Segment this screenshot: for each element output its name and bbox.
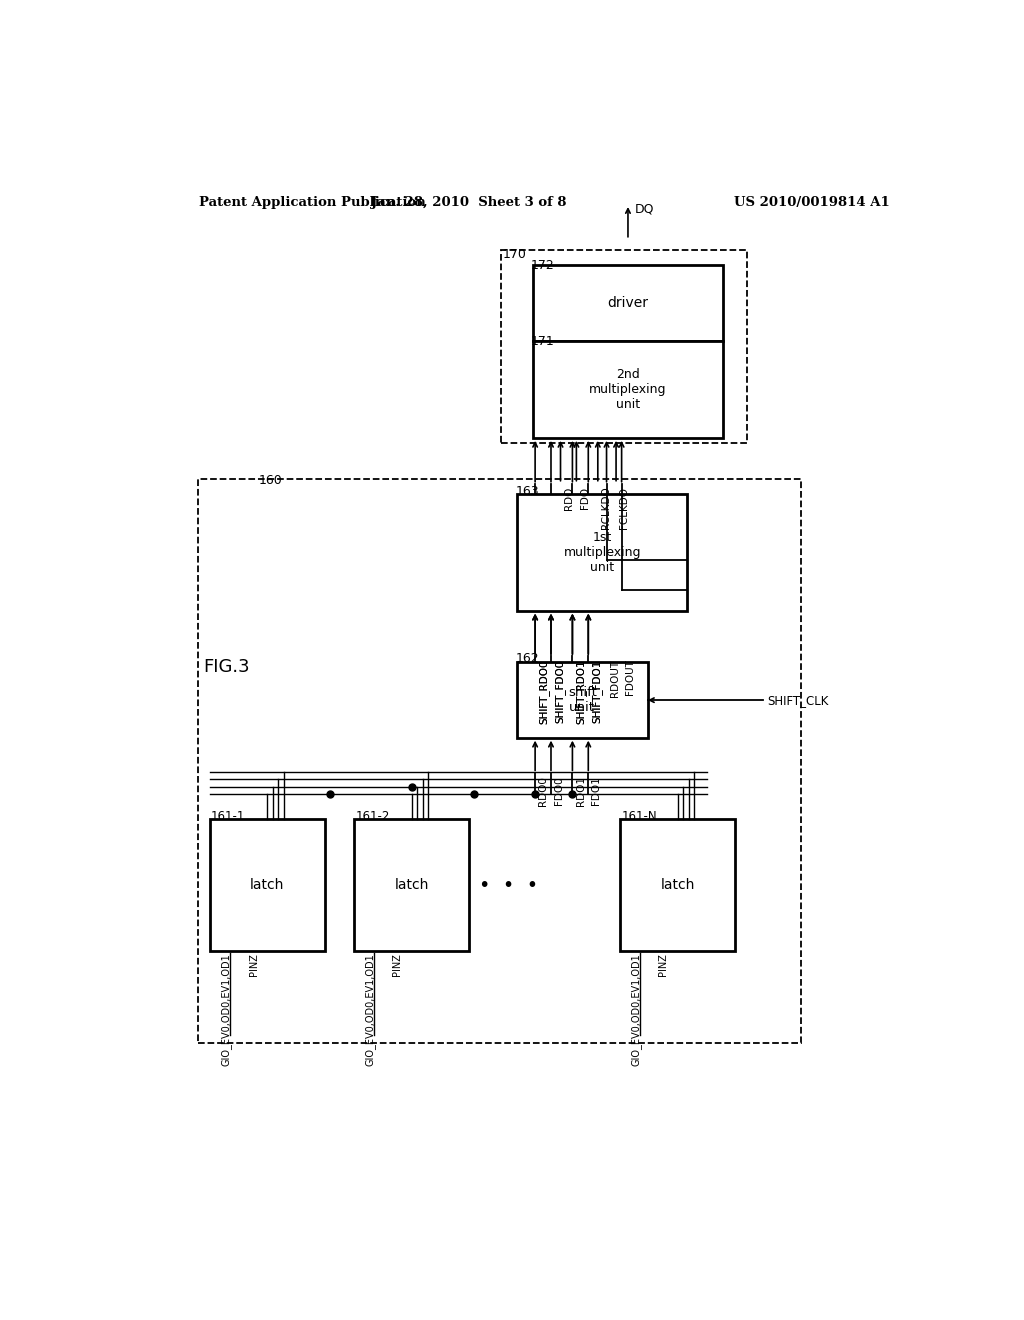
Text: FCLKDO: FCLKDO — [620, 487, 629, 529]
Text: 161-2: 161-2 — [355, 809, 390, 822]
Text: 161-1: 161-1 — [211, 809, 245, 822]
Text: latch: latch — [394, 878, 429, 892]
Text: shift
unit: shift unit — [568, 685, 597, 714]
Bar — [620, 818, 735, 952]
Text: 163: 163 — [515, 486, 539, 498]
Text: SHIFT_RDO1: SHIFT_RDO1 — [575, 660, 587, 725]
Text: 2nd
multiplexing
unit: 2nd multiplexing unit — [589, 368, 667, 411]
Text: PINZ: PINZ — [249, 953, 259, 975]
Text: Jan. 28, 2010  Sheet 3 of 8: Jan. 28, 2010 Sheet 3 of 8 — [372, 195, 567, 209]
Text: DQ: DQ — [634, 203, 653, 215]
Text: GIO_EV0,OD0,EV1,OD1: GIO_EV0,OD0,EV1,OD1 — [221, 953, 231, 1067]
Bar — [532, 265, 723, 342]
Text: FDOUT: FDOUT — [625, 660, 635, 696]
Text: latch: latch — [660, 878, 694, 892]
Text: 161-N: 161-N — [622, 809, 657, 822]
Bar — [354, 818, 469, 952]
Text: RDOUT: RDOUT — [609, 660, 620, 697]
Text: RDO1: RDO1 — [575, 776, 586, 807]
Bar — [532, 342, 723, 438]
Bar — [210, 818, 325, 952]
Text: SHIFT_CLK: SHIFT_CLK — [767, 693, 828, 706]
Text: 1st
multiplexing
unit: 1st multiplexing unit — [563, 531, 641, 574]
Text: 171: 171 — [531, 335, 555, 348]
Text: SHIFT_FDO1: SHIFT_FDO1 — [592, 660, 602, 723]
Text: US 2010/0019814 A1: US 2010/0019814 A1 — [734, 195, 890, 209]
Text: •  •  •: • • • — [479, 875, 539, 895]
Text: driver: driver — [607, 296, 648, 310]
Text: RDO: RDO — [563, 487, 573, 510]
Bar — [198, 479, 801, 1043]
Text: FDO: FDO — [580, 487, 590, 508]
Bar — [501, 249, 748, 444]
Text: RDO0: RDO0 — [539, 776, 548, 807]
Text: 172: 172 — [531, 259, 555, 272]
Text: SHIFT_FDO0: SHIFT_FDO0 — [554, 660, 565, 723]
Text: 170: 170 — [503, 248, 526, 261]
Text: FDO0: FDO0 — [554, 776, 564, 805]
Text: SHIFT_FDO1: SHIFT_FDO1 — [592, 660, 602, 723]
Bar — [517, 661, 648, 738]
Text: 162: 162 — [515, 652, 539, 665]
Text: SHIFT_RDO0: SHIFT_RDO0 — [539, 660, 549, 723]
Text: SHIFT_FDO0: SHIFT_FDO0 — [554, 660, 565, 723]
Text: FIG.3: FIG.3 — [204, 657, 250, 676]
Text: PINZ: PINZ — [392, 953, 402, 975]
Text: GIO_EV0,OD0,EV1,OD1: GIO_EV0,OD0,EV1,OD1 — [631, 953, 641, 1067]
Text: FDO1: FDO1 — [592, 776, 601, 805]
Text: GIO_EV0,OD0,EV1,OD1: GIO_EV0,OD0,EV1,OD1 — [365, 953, 376, 1067]
Text: RCLKDO: RCLKDO — [601, 487, 611, 529]
Text: 160: 160 — [259, 474, 283, 487]
Text: Patent Application Publication: Patent Application Publication — [200, 195, 426, 209]
Bar — [517, 494, 687, 611]
Text: SHIFT_RDO0: SHIFT_RDO0 — [539, 660, 549, 723]
Text: SHIFT_RDO1: SHIFT_RDO1 — [575, 660, 587, 725]
Text: latch: latch — [250, 878, 285, 892]
Text: PINZ: PINZ — [658, 953, 668, 975]
